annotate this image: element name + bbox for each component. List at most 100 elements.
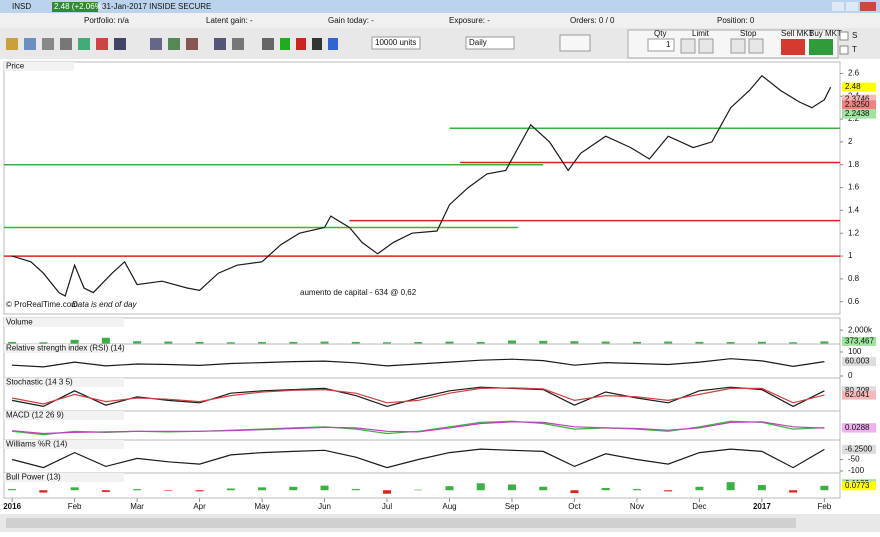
bar	[351, 341, 360, 344]
bar	[8, 341, 17, 344]
limit-sell[interactable]	[680, 38, 696, 54]
panel-title: Volume	[6, 318, 33, 327]
bar	[445, 486, 454, 491]
panel-title: Price	[6, 62, 25, 71]
value-marker-label: -6.2500	[845, 445, 873, 454]
bar	[70, 487, 79, 491]
units: 10000 units	[375, 38, 416, 47]
s-check[interactable]	[839, 31, 849, 41]
bar	[226, 342, 235, 344]
series-line	[11, 387, 825, 405]
bar	[726, 482, 735, 491]
y-tick-label: 1	[848, 251, 853, 260]
value-marker-label: 80.208	[845, 386, 870, 395]
panel	[3, 61, 841, 315]
bar	[570, 341, 579, 344]
stop-buy[interactable]	[748, 38, 764, 54]
y-tick-label: 1.2	[848, 228, 860, 237]
units-select[interactable]	[371, 36, 421, 50]
panel-title: MACD (12 26 9)	[6, 411, 64, 420]
buy-button[interactable]	[809, 39, 833, 55]
orders: Orders: 0 / 0	[570, 16, 615, 25]
y-tick-label: -50	[848, 455, 860, 464]
value-marker-label: 2.48	[845, 82, 861, 91]
bar	[820, 485, 829, 491]
bar	[39, 342, 48, 344]
sell-button[interactable]	[781, 39, 805, 55]
tool-icons	[6, 38, 338, 50]
x-tick-label: Sep	[505, 502, 520, 511]
series-line	[12, 421, 825, 435]
stop-sell[interactable]	[730, 38, 746, 54]
position: Position: 0	[717, 16, 755, 25]
panel-header	[4, 473, 124, 482]
x-tick-label: Dec	[692, 502, 706, 511]
x-tick-label: Jun	[318, 502, 331, 511]
bar	[570, 490, 579, 494]
bar	[539, 486, 548, 491]
y-tick-label: 0.6	[848, 297, 860, 306]
value-marker	[842, 100, 876, 110]
bar	[664, 490, 673, 492]
panel-header	[4, 440, 124, 449]
scroll-thumb[interactable]	[6, 518, 796, 528]
bar	[507, 484, 516, 491]
t-check[interactable]	[839, 45, 849, 55]
close[interactable]	[860, 2, 876, 11]
panel-header	[4, 62, 74, 71]
exposure: Exposure: -	[449, 16, 490, 25]
maximize[interactable]	[846, 2, 858, 11]
bar	[757, 341, 766, 344]
bar	[476, 483, 485, 491]
bar	[601, 487, 610, 491]
limit-buy[interactable]	[698, 38, 714, 54]
bar	[133, 489, 142, 491]
bar	[101, 490, 110, 492]
bar	[258, 487, 267, 491]
value-marker-label: 2.2438	[845, 109, 870, 118]
series-line	[12, 358, 825, 368]
y-tick-label: 2,000k	[848, 325, 873, 334]
panel-header	[4, 378, 124, 387]
stop-label: Stop	[740, 29, 757, 38]
bar	[101, 337, 110, 344]
value-marker-label: 62.041	[845, 390, 870, 399]
bar	[383, 490, 392, 494]
bar	[414, 342, 423, 344]
bar	[39, 490, 48, 493]
buy-label: Buy MKT	[809, 29, 842, 38]
x-tick-label: Oct	[568, 502, 581, 511]
x-tick-label: Nov	[630, 502, 644, 511]
series-line	[11, 74, 832, 297]
qty-input[interactable]	[647, 38, 675, 52]
bar	[632, 489, 641, 491]
period: Daily	[469, 38, 487, 47]
annotation: Data is end of day	[72, 300, 137, 309]
x-tick-label: Jul	[382, 502, 392, 511]
value-marker	[842, 444, 876, 454]
bar	[445, 341, 454, 344]
bar	[414, 489, 423, 491]
bar	[539, 340, 548, 344]
gain-today: Gain today: -	[328, 16, 374, 25]
latent-gain: Latent gain: -	[206, 16, 253, 25]
portfolio: Portfolio: n/a	[84, 16, 129, 25]
bar	[289, 486, 298, 491]
panel	[3, 377, 841, 413]
bar	[320, 485, 329, 491]
t-label: T	[852, 45, 857, 54]
panel-title: Bull Power (13)	[6, 473, 61, 482]
minimize[interactable]	[832, 2, 844, 11]
bar	[757, 485, 766, 491]
s-label: S	[852, 31, 857, 40]
bar	[695, 341, 704, 344]
period-select[interactable]	[465, 36, 515, 50]
bar	[258, 342, 267, 344]
chart-type[interactable]	[559, 34, 591, 52]
bar	[164, 341, 173, 344]
value-marker	[842, 109, 876, 119]
panel	[3, 317, 841, 347]
panel	[3, 472, 841, 499]
